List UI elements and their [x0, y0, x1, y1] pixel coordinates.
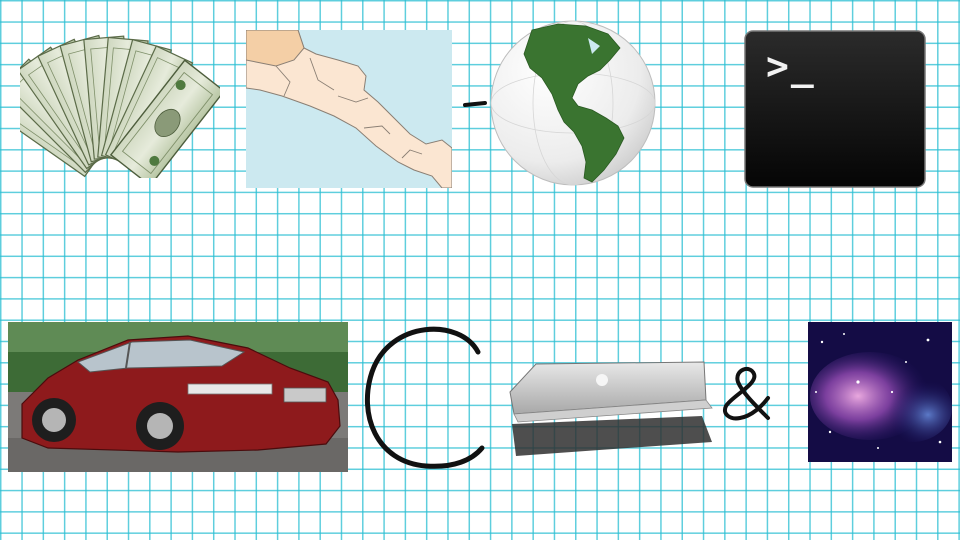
red-sedan-image — [8, 322, 348, 472]
letter-c-mark — [360, 322, 490, 470]
terminal-prompt: >_ — [766, 44, 816, 88]
laptop-image — [506, 356, 714, 458]
galaxy-icon — [808, 322, 952, 462]
terminal-image: >_ — [744, 30, 926, 188]
dash-mark — [462, 96, 488, 112]
terminal-icon — [744, 30, 926, 188]
americas-globe-image — [488, 18, 658, 188]
central-america-map-image — [246, 30, 452, 188]
laptop-icon — [509, 361, 713, 456]
galaxy-image — [808, 322, 952, 462]
money-icon — [20, 34, 220, 178]
car-icon — [8, 322, 348, 472]
ampersand-mark — [720, 362, 774, 422]
globe-icon — [490, 20, 656, 186]
map-icon — [246, 30, 452, 188]
money-fan-image — [20, 28, 220, 178]
